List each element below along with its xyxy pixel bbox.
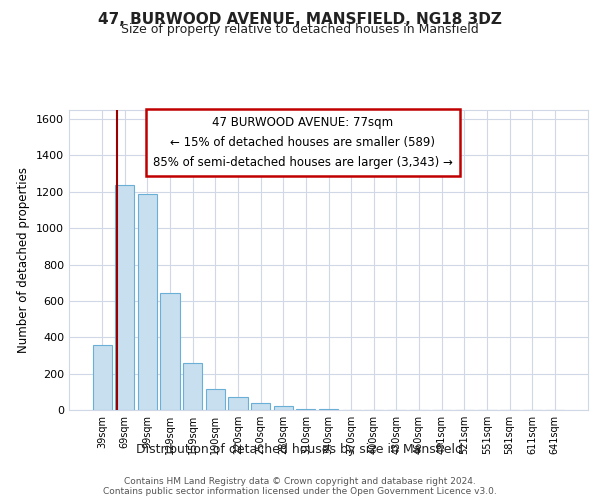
- Text: Contains public sector information licensed under the Open Government Licence v3: Contains public sector information licen…: [103, 488, 497, 496]
- Text: Size of property relative to detached houses in Mansfield: Size of property relative to detached ho…: [121, 22, 479, 36]
- Bar: [183, 362, 202, 410]
- Text: 47, BURWOOD AVENUE, MANSFIELD, NG18 3DZ: 47, BURWOOD AVENUE, MANSFIELD, NG18 3DZ: [98, 12, 502, 28]
- Bar: [138, 194, 157, 410]
- Text: 47 BURWOOD AVENUE: 77sqm
← 15% of detached houses are smaller (589)
85% of semi-: 47 BURWOOD AVENUE: 77sqm ← 15% of detach…: [152, 116, 452, 169]
- Bar: [274, 406, 293, 410]
- Bar: [206, 389, 225, 410]
- Bar: [251, 403, 270, 410]
- Bar: [92, 346, 112, 410]
- Bar: [296, 408, 316, 410]
- Bar: [115, 184, 134, 410]
- Text: Contains HM Land Registry data © Crown copyright and database right 2024.: Contains HM Land Registry data © Crown c…: [124, 478, 476, 486]
- Text: Distribution of detached houses by size in Mansfield: Distribution of detached houses by size …: [137, 442, 464, 456]
- Y-axis label: Number of detached properties: Number of detached properties: [17, 167, 31, 353]
- Bar: [229, 398, 248, 410]
- Bar: [160, 292, 180, 410]
